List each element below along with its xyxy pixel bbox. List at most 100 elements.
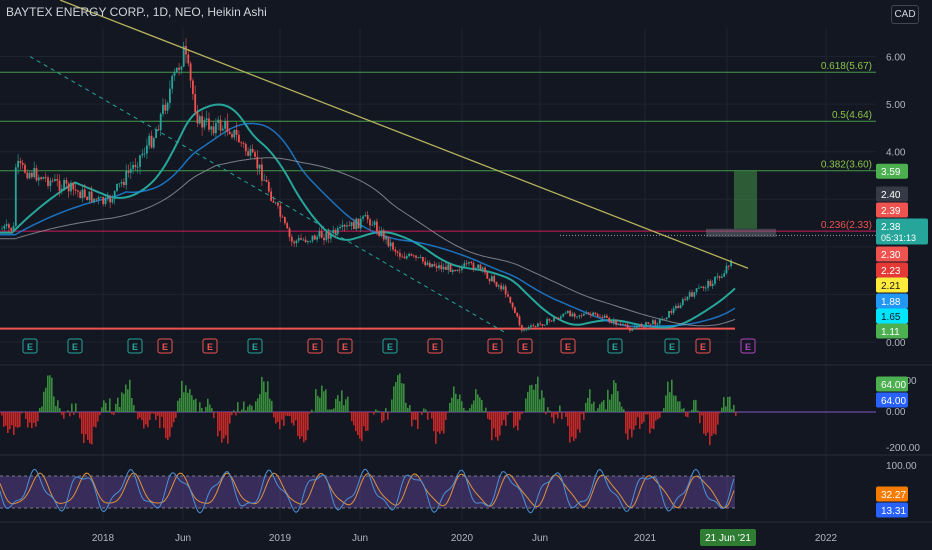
candle bbox=[77, 190, 79, 192]
osc-bar bbox=[113, 412, 115, 415]
osc-bar bbox=[621, 406, 623, 412]
candle bbox=[447, 264, 450, 270]
candle bbox=[530, 325, 532, 328]
candle bbox=[612, 320, 615, 324]
candle bbox=[355, 218, 358, 230]
osc-bar bbox=[535, 384, 537, 412]
osc-bar bbox=[705, 412, 707, 436]
earnings-marker[interactable] bbox=[157, 338, 173, 354]
candle bbox=[116, 183, 118, 191]
candle bbox=[44, 177, 47, 178]
candle bbox=[684, 299, 686, 301]
candle bbox=[203, 120, 206, 128]
candle bbox=[42, 177, 45, 180]
osc-bar bbox=[63, 412, 65, 419]
candle bbox=[488, 278, 491, 282]
candle bbox=[468, 262, 470, 264]
candle bbox=[647, 322, 650, 324]
osc-bar bbox=[619, 401, 621, 412]
osc-bar bbox=[297, 412, 299, 436]
candle bbox=[263, 179, 266, 181]
osc-bar bbox=[579, 412, 581, 433]
earnings-marker[interactable] bbox=[560, 338, 576, 354]
earnings-marker[interactable] bbox=[22, 338, 38, 354]
candle bbox=[433, 264, 436, 267]
earnings-marker-label: E bbox=[387, 342, 393, 352]
earnings-marker[interactable] bbox=[740, 338, 756, 354]
candle bbox=[270, 191, 272, 201]
osc-bar bbox=[665, 395, 667, 412]
stoch-tick-label: 100.00 bbox=[886, 461, 917, 472]
candle bbox=[5, 224, 8, 227]
candle bbox=[555, 317, 558, 319]
candle bbox=[451, 270, 454, 272]
candle bbox=[8, 224, 10, 228]
earnings-marker[interactable] bbox=[127, 338, 143, 354]
candle bbox=[136, 166, 139, 168]
osc-bar bbox=[399, 373, 401, 412]
osc-bar bbox=[7, 412, 9, 433]
osc-bar bbox=[381, 412, 383, 423]
osc-bar bbox=[633, 412, 635, 430]
earnings-marker[interactable] bbox=[337, 338, 353, 354]
candle bbox=[695, 288, 698, 293]
osc-bar bbox=[489, 412, 491, 420]
candle bbox=[205, 118, 208, 121]
candle bbox=[493, 276, 496, 283]
earnings-marker[interactable] bbox=[202, 338, 218, 354]
candle bbox=[594, 312, 597, 315]
osc-bar bbox=[143, 412, 145, 429]
candle bbox=[589, 314, 592, 316]
osc-bar bbox=[567, 412, 569, 427]
candle bbox=[93, 198, 95, 202]
candle bbox=[509, 296, 512, 303]
earnings-marker-label: E bbox=[162, 342, 168, 352]
earnings-marker[interactable] bbox=[382, 338, 398, 354]
candle bbox=[422, 257, 424, 262]
earnings-marker[interactable] bbox=[247, 338, 263, 354]
osc-bar bbox=[461, 401, 463, 412]
osc-bar bbox=[121, 392, 123, 412]
earnings-marker[interactable] bbox=[307, 338, 323, 354]
earnings-marker[interactable] bbox=[664, 338, 680, 354]
osc-bar bbox=[551, 412, 553, 418]
osc-bar bbox=[549, 410, 551, 412]
osc-bar bbox=[363, 412, 365, 427]
earnings-marker[interactable] bbox=[67, 338, 83, 354]
osc-bar bbox=[703, 412, 705, 434]
candle bbox=[70, 182, 72, 192]
osc-bar bbox=[5, 412, 7, 426]
candle bbox=[189, 63, 192, 81]
candle bbox=[272, 200, 275, 203]
earnings-marker[interactable] bbox=[487, 338, 503, 354]
earnings-marker[interactable] bbox=[517, 338, 533, 354]
osc-bar bbox=[449, 402, 451, 412]
earnings-marker[interactable] bbox=[427, 338, 443, 354]
osc-bar bbox=[431, 412, 433, 419]
osc-bar bbox=[673, 395, 675, 412]
currency-button[interactable]: CAD bbox=[891, 5, 919, 24]
osc-label-bg bbox=[876, 392, 908, 408]
osc-bar bbox=[133, 405, 135, 412]
candle bbox=[428, 262, 431, 268]
osc-bar bbox=[483, 410, 485, 412]
earnings-marker[interactable] bbox=[607, 338, 623, 354]
candle bbox=[51, 180, 54, 182]
osc-bar bbox=[387, 412, 389, 420]
osc-bar bbox=[577, 412, 579, 430]
candle bbox=[325, 232, 328, 241]
osc-bar bbox=[593, 401, 595, 412]
candle bbox=[286, 223, 289, 229]
candle bbox=[640, 324, 643, 327]
osc-bar bbox=[59, 408, 61, 412]
osc-bar bbox=[435, 412, 437, 444]
osc-bar bbox=[139, 412, 141, 418]
osc-bar bbox=[367, 412, 369, 431]
osc-bar bbox=[373, 412, 375, 415]
candle bbox=[553, 317, 555, 322]
earnings-marker[interactable] bbox=[695, 338, 711, 354]
candle bbox=[164, 104, 167, 111]
osc-bar bbox=[287, 412, 289, 417]
osc-bar bbox=[393, 386, 395, 412]
